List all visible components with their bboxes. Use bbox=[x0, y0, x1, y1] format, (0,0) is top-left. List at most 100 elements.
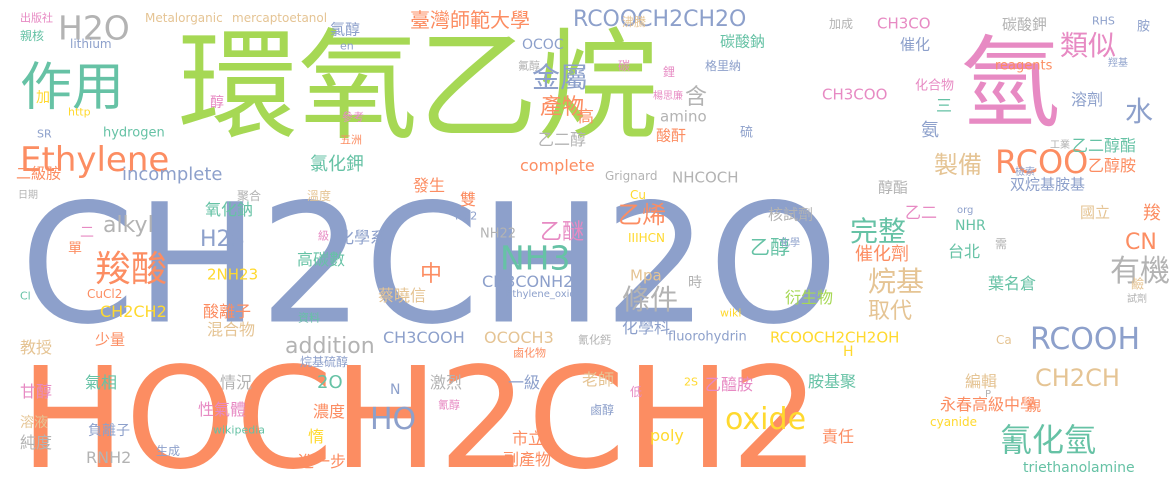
word-94: poly bbox=[650, 426, 684, 445]
word-27: H2S bbox=[200, 227, 245, 252]
word-107: Ethylene_oxide bbox=[506, 289, 582, 300]
word-68: 化學科 bbox=[622, 318, 671, 337]
word-71: OCOCH3 bbox=[484, 328, 554, 347]
word-59: 双烷基胺基 bbox=[1010, 175, 1086, 194]
word-79: 激烈 bbox=[430, 373, 463, 392]
word-99: amino bbox=[660, 107, 707, 126]
word-171: 2S bbox=[684, 375, 698, 389]
word-39: CH3CO bbox=[877, 14, 931, 33]
word-134: 沸騰 bbox=[622, 15, 647, 29]
word-124: 加 bbox=[36, 90, 50, 106]
word-168: N bbox=[390, 382, 401, 398]
word-52: 化學系 bbox=[338, 228, 387, 247]
word-75: 氣相 bbox=[85, 373, 118, 392]
word-72: CH2CH2 bbox=[100, 302, 167, 321]
word-67: 混合物 bbox=[207, 320, 256, 339]
word-44: 乙二醇酯 bbox=[1072, 136, 1137, 155]
word-160: CuCl2 bbox=[87, 287, 123, 301]
word-103: lithium bbox=[70, 37, 112, 51]
word-61: 衍生物 bbox=[785, 288, 834, 307]
word-83: 胺基聚 bbox=[808, 372, 857, 391]
word-15: 有機 bbox=[1110, 254, 1170, 289]
word-56: 台北 bbox=[948, 242, 981, 261]
word-53: 核試劑 bbox=[768, 205, 814, 224]
word-110: cyanide bbox=[930, 415, 977, 429]
word-0: CH2CH2O bbox=[20, 168, 839, 361]
word-114: 高 bbox=[578, 107, 595, 126]
word-155: Cu bbox=[630, 188, 646, 202]
word-102: hydrogen bbox=[103, 125, 165, 141]
word-3: 氫 bbox=[960, 25, 1060, 142]
word-2: 環氧乙烷 bbox=[178, 18, 658, 157]
word-69: RCOOCH2CH2OH bbox=[770, 328, 900, 347]
word-13: 羧酸 bbox=[95, 249, 168, 290]
word-165: 氰化鈣 bbox=[578, 333, 611, 347]
word-8: RCOOCH2CH2O bbox=[573, 7, 747, 32]
word-116: 氨 bbox=[921, 120, 939, 141]
word-49: 酸酐 bbox=[656, 126, 687, 145]
word-10: 類似 bbox=[1060, 29, 1117, 62]
word-35: 取代 bbox=[868, 299, 913, 324]
word-33: incomplete bbox=[122, 164, 223, 185]
word-100: NH22 bbox=[480, 226, 517, 242]
word-159: Cl bbox=[20, 289, 31, 303]
word-36: Metalorganic bbox=[145, 11, 223, 25]
word-17: 完整 bbox=[850, 215, 907, 248]
word-85: 永春高級中學 bbox=[940, 395, 1037, 414]
word-30: 乙醚 bbox=[540, 220, 585, 245]
word-37: mercaptoetanol bbox=[232, 11, 328, 25]
word-129: 二 bbox=[80, 225, 94, 241]
word-109: wikipedia bbox=[213, 423, 266, 437]
word-4: 作用 bbox=[20, 58, 125, 118]
word-156: org bbox=[957, 205, 974, 216]
word-7: 臺灣師範大學 bbox=[410, 8, 530, 32]
word-78: 2O bbox=[317, 372, 343, 393]
word-74: 少量 bbox=[95, 330, 126, 349]
word-105: reagents bbox=[995, 58, 1053, 74]
word-121: 負離子 bbox=[88, 423, 130, 439]
word-66: 酸離子 bbox=[203, 302, 252, 321]
word-152: 日期 bbox=[18, 190, 38, 201]
word-93: RNH2 bbox=[86, 448, 132, 467]
word-97: fluorohydrin bbox=[668, 329, 747, 345]
word-132: 化合物 bbox=[915, 78, 955, 94]
word-5: Ethylene bbox=[20, 140, 170, 180]
word-161: 試劑 bbox=[1127, 294, 1147, 305]
word-76: 情況 bbox=[220, 373, 253, 392]
word-57: 葉名倉 bbox=[988, 274, 1037, 293]
word-23: alkyl bbox=[103, 213, 154, 238]
word-166: H bbox=[843, 344, 854, 360]
word-162: 資料 bbox=[298, 311, 320, 325]
word-80: 一級 bbox=[508, 373, 541, 392]
word-6: H2O bbox=[58, 8, 130, 48]
word-131: 鹼 bbox=[1131, 277, 1145, 293]
word-12: RCOO bbox=[995, 143, 1089, 181]
word-81: 老師 bbox=[582, 370, 615, 389]
word-11: 水 bbox=[1125, 95, 1154, 128]
word-130: 硫 bbox=[740, 125, 754, 141]
word-51: 氧化鈉 bbox=[205, 200, 254, 219]
word-112: 發生 bbox=[413, 176, 446, 195]
word-118: 羧 bbox=[1143, 203, 1161, 224]
word-24: 烷基 bbox=[868, 265, 925, 298]
word-18: HO bbox=[370, 402, 417, 437]
word-92: 純度 bbox=[20, 433, 53, 452]
word-135: 出版社 bbox=[20, 11, 53, 25]
word-169: 氰醇 bbox=[438, 398, 460, 412]
word-104: OCOC bbox=[522, 37, 564, 53]
word-20: 氰化氫 bbox=[1000, 421, 1097, 459]
word-41: 碳酸鈉 bbox=[720, 32, 766, 51]
word-144: SR bbox=[37, 127, 52, 141]
word-64: CH3CONH2 bbox=[482, 272, 574, 291]
word-163: 烷基硫醇 bbox=[300, 355, 349, 369]
word-126: 惰 bbox=[308, 427, 325, 446]
word-29: CN bbox=[1125, 230, 1157, 255]
word-54: 乙醇 bbox=[750, 235, 790, 259]
word-50: NHCOCH bbox=[672, 168, 739, 187]
word-48: 乙二醇 bbox=[538, 130, 587, 149]
word-25: 乙烯 bbox=[618, 201, 666, 229]
word-142: 氟醇 bbox=[518, 59, 540, 73]
word-73: 教授 bbox=[20, 338, 53, 357]
word-14: NH3 bbox=[500, 238, 571, 278]
word-145: http bbox=[68, 105, 91, 119]
